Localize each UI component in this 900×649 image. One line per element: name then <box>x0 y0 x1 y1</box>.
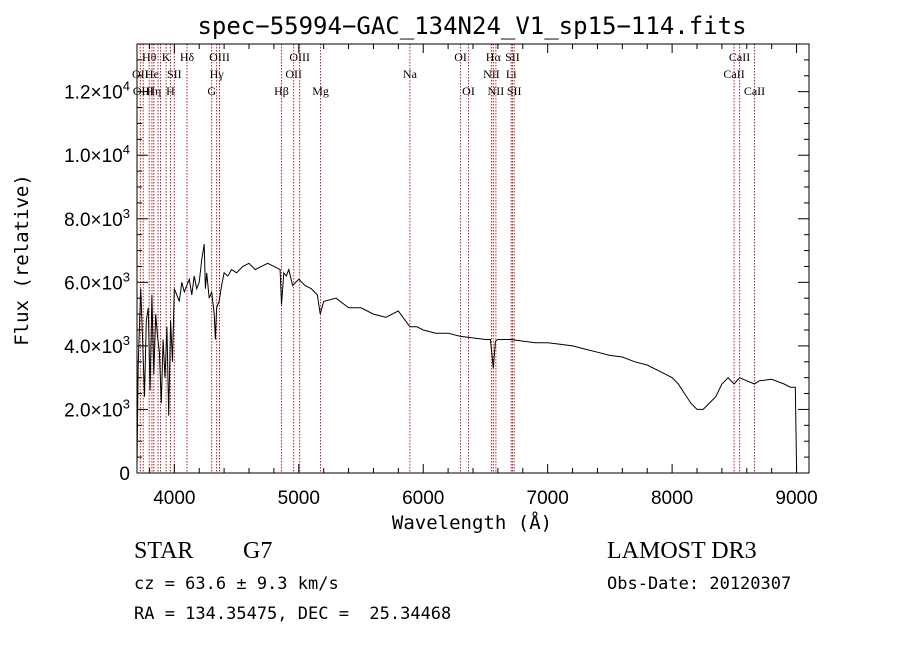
y-tick-label: 8.0×103 <box>64 206 130 231</box>
emission-line-markers: OII OIII Hθ He Hη K H SII Hδ G Hγ OIII Hβ OII OIII Mg Na… <box>132 44 765 473</box>
spectrum-chart: spec−55994−GAC_134N24_V1_sp15−114.fits O… <box>11 12 818 534</box>
line-marker-label: Hδ <box>180 50 195 64</box>
y-tick-label: 4.0×103 <box>64 333 130 358</box>
y-tick-label: 1.0×104 <box>64 142 130 167</box>
line-marker-label: OI <box>462 84 475 98</box>
y-tick-label: 2.0×103 <box>64 396 130 421</box>
chart-title: spec−55994−GAC_134N24_V1_sp15−114.fits <box>197 12 746 40</box>
line-marker-label: Hγ <box>210 67 225 81</box>
line-marker-label: SII <box>167 67 182 81</box>
line-marker-label: Hα <box>486 50 502 64</box>
y-axis-label: Flux (relative) <box>11 174 33 346</box>
line-marker-label: OI <box>454 50 467 64</box>
line-marker-label: CaII <box>723 67 744 81</box>
line-marker-label: H <box>166 84 175 98</box>
spectrum-line <box>136 244 798 470</box>
line-marker-label: OIII <box>133 84 154 98</box>
spectral-subclass: G7 <box>243 538 273 564</box>
object-type: STAR <box>134 538 194 564</box>
line-marker-label: Mg <box>312 84 329 98</box>
line-marker-label: OII <box>285 67 302 81</box>
line-marker-label: K <box>162 50 171 64</box>
redshift-velocity: cz = 63.6 ± 9.3 km/s <box>134 574 339 594</box>
line-marker-label: He <box>145 67 159 81</box>
line-marker-label: Hβ <box>274 84 289 98</box>
line-marker-label: OIII <box>209 50 230 64</box>
line-marker-label: Hη <box>146 84 161 98</box>
line-marker-label: Na <box>403 67 418 81</box>
x-tick-label: 8000 <box>651 488 693 509</box>
coordinates: RA = 134.35475, DEC = 25.34468 <box>134 604 452 624</box>
x-tick-label: 7000 <box>527 488 569 509</box>
line-marker-label: Li <box>506 67 517 81</box>
line-marker-label: NII <box>483 67 500 81</box>
line-marker-label: NII <box>488 84 505 98</box>
axes: 4000 5000 6000 7000 8000 9000 0 2.0×103 4.0×103 6… <box>64 43 818 509</box>
spectrum-series <box>136 244 798 470</box>
line-marker-label: CaII <box>729 50 750 64</box>
line-marker-label: CaII <box>744 84 765 98</box>
line-marker-label: G <box>207 84 216 98</box>
line-marker-label: SII <box>507 84 522 98</box>
y-tick-label: 6.0×103 <box>64 269 130 294</box>
x-tick-label: 4000 <box>153 488 195 509</box>
y-tick-label: 1.2×104 <box>64 79 130 104</box>
x-tick-label: 6000 <box>402 488 444 509</box>
line-marker-label: Hθ <box>142 50 157 64</box>
observation-date: Obs-Date: 20120307 <box>607 574 792 594</box>
survey-name: LAMOST DR3 <box>607 538 757 564</box>
line-marker-label: SII <box>505 50 520 64</box>
line-marker-label: OII <box>132 67 149 81</box>
line-marker-label: OIII <box>289 50 310 64</box>
y-tick-label: 0 <box>119 464 130 485</box>
x-tick-label: 5000 <box>278 488 320 509</box>
plot-frame <box>136 43 810 474</box>
x-axis-label: Wavelength (Å) <box>392 511 552 534</box>
x-tick-label: 9000 <box>775 488 817 509</box>
